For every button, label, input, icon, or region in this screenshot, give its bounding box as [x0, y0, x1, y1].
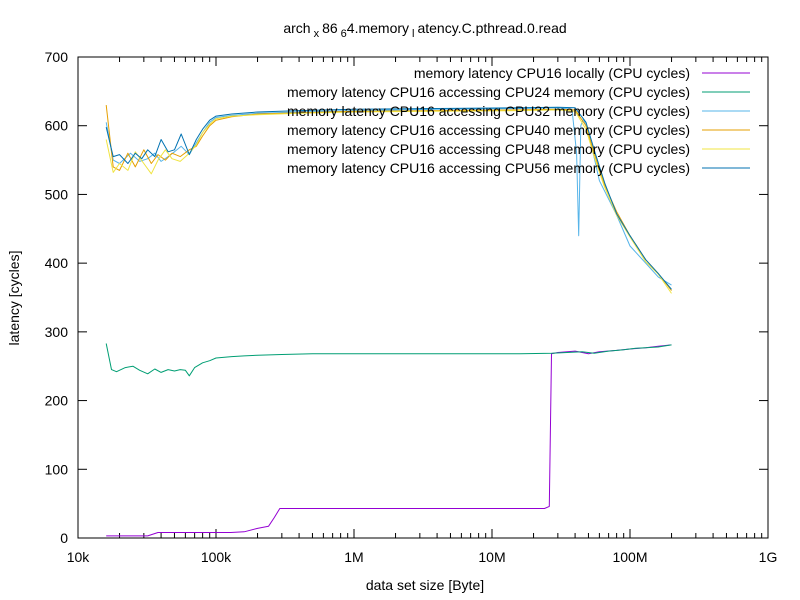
- x-axis-label: data set size [Byte]: [366, 577, 484, 593]
- y-tick-label: 500: [45, 186, 69, 202]
- title-part: atency.C.pthread.0.read: [417, 20, 566, 36]
- series-layer: [105, 105, 672, 537]
- y-tick-label: 300: [45, 324, 69, 340]
- series-line-2: [105, 343, 672, 377]
- legend-label: memory latency CPU16 accessing CPU24 mem…: [287, 84, 690, 100]
- chart-title: arch x 86 64.memory l atency.C.pthread.0.read: [283, 20, 566, 40]
- legend-label: memory latency CPU16 accessing CPU40 mem…: [287, 122, 690, 138]
- legend: memory latency CPU16 locally (CPU cycles…: [287, 65, 750, 176]
- x-tick-label: 1G: [759, 549, 778, 565]
- legend-label: memory latency CPU16 locally (CPU cycles…: [414, 65, 690, 81]
- title-part: l: [412, 28, 414, 40]
- x-tick-label: 1M: [344, 549, 363, 565]
- y-tick-label: 0: [60, 530, 68, 546]
- title-part: arch: [283, 20, 310, 36]
- x-tick-label: 10k: [67, 549, 91, 565]
- title-part: 86: [322, 20, 338, 36]
- y-tick-label: 700: [45, 49, 69, 65]
- plot-frame: [77, 56, 769, 539]
- y-axis-label: latency [cycles]: [6, 251, 22, 346]
- y-tick-label: 400: [45, 255, 69, 271]
- legend-label: memory latency CPU16 accessing CPU48 mem…: [287, 141, 690, 157]
- y-tick-label: 200: [45, 393, 69, 409]
- y-tick-label: 600: [45, 118, 69, 134]
- ticks-layer: 0 100 200 300 400 500 600 700 10k 100k 1M 10M 100M 1G: [45, 49, 778, 565]
- title-part: 6: [341, 28, 347, 40]
- legend-label: memory latency CPU16 accessing CPU56 mem…: [287, 160, 690, 176]
- title-part: 4.memory: [347, 20, 409, 36]
- y-tick-label: 100: [45, 461, 69, 477]
- x-tick-label: 100k: [201, 549, 232, 565]
- legend-label: memory latency CPU16 accessing CPU32 mem…: [287, 103, 690, 119]
- x-tick-label: 10M: [478, 549, 505, 565]
- series-line-4: [105, 105, 672, 291]
- x-tick-label: 100M: [612, 549, 647, 565]
- title-part: x: [314, 28, 320, 40]
- series-line-5: [105, 109, 672, 294]
- series-line-6: [105, 106, 672, 290]
